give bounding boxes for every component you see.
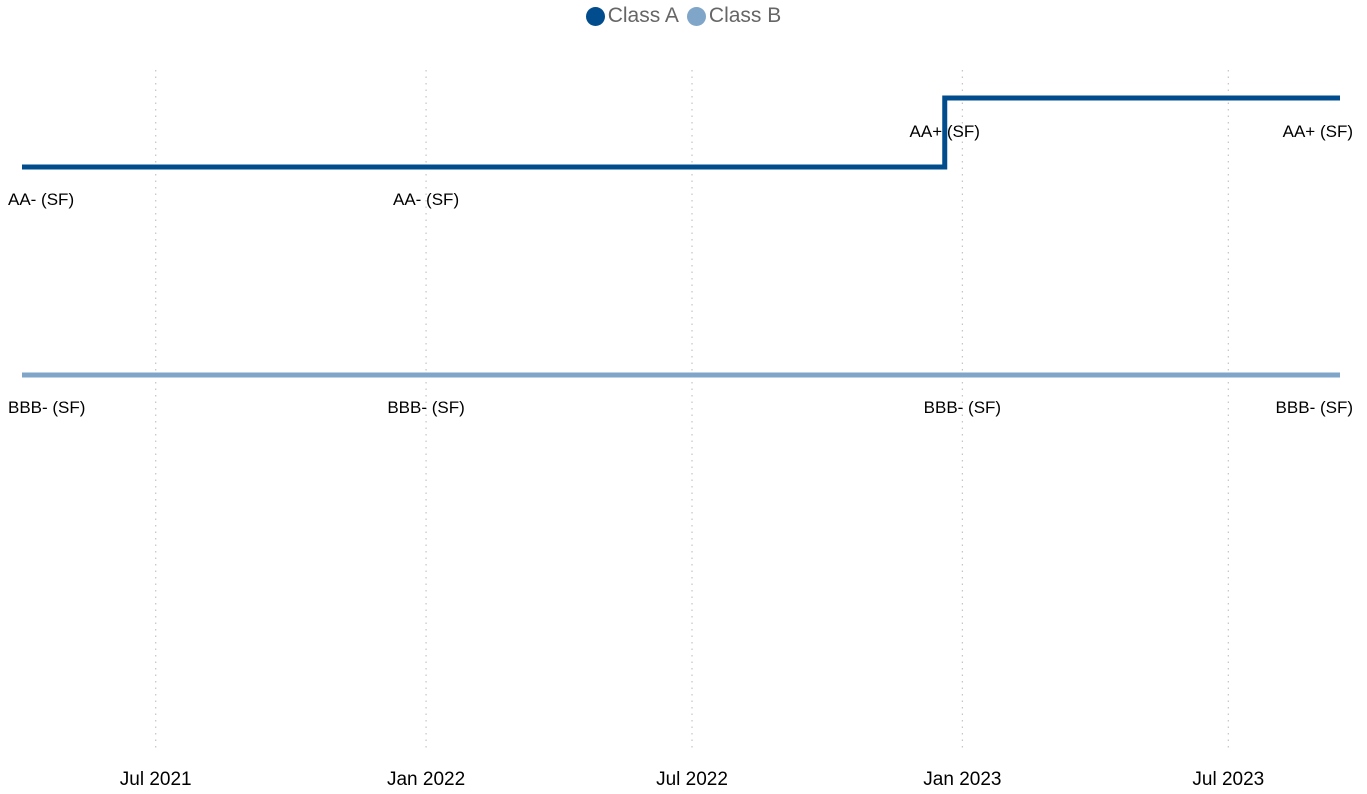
x-tick-label: Jan 2022 [387,769,465,790]
data-label: AA- (SF) [8,190,74,209]
legend-item-class-b[interactable]: Class B [686,4,782,28]
legend-item-class-a[interactable]: Class A [585,4,679,28]
data-label: BBB- (SF) [8,398,85,417]
legend-label-class-a: Class A [607,4,679,27]
legend-label-class-b: Class B [708,4,782,27]
x-tick-label: Jul 2022 [656,769,728,790]
data-label: BBB- (SF) [387,398,464,417]
data-label: AA+ (SF) [1283,122,1353,141]
legend-swatch-class-a [585,6,605,26]
x-tick-label: Jul 2021 [120,769,192,790]
data-label: BBB- (SF) [1276,398,1353,417]
x-tick-label: Jan 2023 [923,769,1001,790]
data-label: AA- (SF) [393,190,459,209]
legend-swatch-class-b [686,6,706,26]
series-line-class-a [22,95,1340,170]
x-tick-label: Jul 2023 [1192,769,1264,790]
data-label: BBB- (SF) [924,398,1001,417]
chart-legend: Class A Class B [0,4,1367,28]
data-label: AA+ (SF) [910,122,980,141]
